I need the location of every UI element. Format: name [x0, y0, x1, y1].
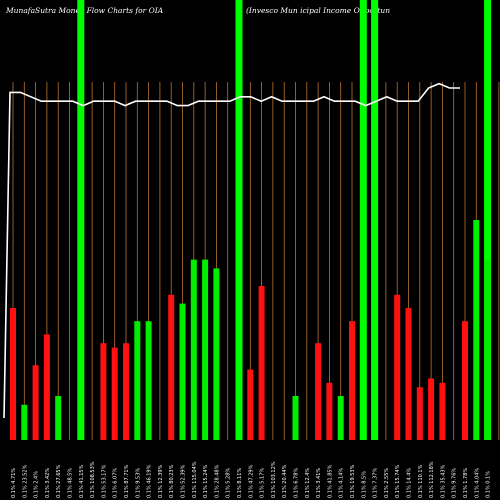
- x-tick-label: 0.1% 35.43%: [440, 464, 446, 498]
- money-flow-bar: [462, 321, 468, 440]
- money-flow-bar: [55, 396, 62, 440]
- money-flow-bar: [292, 396, 299, 440]
- money-flow-bar: [213, 268, 220, 440]
- x-tick-label: 0.1% 53.17%: [101, 464, 107, 498]
- money-flow-bar: [145, 321, 152, 440]
- money-flow-bar: [134, 321, 141, 440]
- x-tick-label: 0.1% 46.19%: [147, 464, 153, 498]
- money-flow-bar: [337, 396, 344, 440]
- x-tick-label: 0.1% 28.48%: [214, 464, 220, 498]
- x-tick-label: 0.1% 110.1%: [418, 464, 424, 498]
- x-tick-label: 0.1% 4.14%: [339, 468, 345, 498]
- money-flow-bar: [439, 382, 446, 440]
- x-tick-label: 0.1% 4.71%: [11, 468, 17, 498]
- highlight-column: [371, 0, 379, 440]
- x-tick-label: 0.1% 48.5%: [68, 468, 74, 498]
- money-flow-bar: [43, 334, 50, 440]
- x-tick-label: 0.1% 41.15%: [79, 464, 85, 498]
- x-tick-label: 0.1% 15.74%: [395, 464, 401, 498]
- x-tick-label: 0.1% 7.37%: [373, 468, 379, 498]
- money-flow-bar: [258, 286, 265, 440]
- money-flow-bar: [32, 365, 39, 440]
- x-tick-label: 0.1% 14.4%: [407, 468, 413, 498]
- money-flow-bar: [247, 369, 254, 440]
- x-tick-label: 0.1% 5.28%: [226, 468, 232, 498]
- x-tick-label: 0.1% 87.71%: [124, 464, 130, 498]
- money-flow-bar: [484, 259, 491, 440]
- chart-title: MunafaSutra Money Flow Charts for OIA: [6, 6, 164, 15]
- highlight-column: [484, 0, 492, 440]
- grid-lines: [12, 0, 500, 440]
- x-tick-label: 0.1% 1.78%: [463, 468, 469, 498]
- money-flow-bar: [405, 308, 412, 440]
- money-flow-bar: [100, 343, 107, 440]
- x-tick-label: 0.1% 2.4%: [34, 471, 40, 498]
- x-tick-label: 0.1% 12.4%: [305, 468, 311, 498]
- money-flow-bar: [473, 220, 480, 440]
- x-tick-label: 0.1% 23.52%: [22, 464, 28, 498]
- x-tick-label: 0.1% 9.53%: [135, 468, 141, 498]
- x-tick-label: 0.1% 80.23%: [169, 464, 175, 498]
- money-flow-bar: [428, 378, 435, 440]
- x-tick-label: 0.1% 8.11%: [237, 468, 243, 498]
- money-flow-bar: [394, 294, 401, 440]
- money-flow-bar: [190, 259, 197, 440]
- x-tick-label: 0.1% 103.12%: [271, 461, 277, 498]
- x-tick-label: 0.1% 19.53%: [350, 464, 356, 498]
- bar-series: [10, 220, 491, 440]
- x-tick-label: 0.1% 4.04%: [474, 468, 480, 498]
- x-tick-label: 0.1% 52.39%: [181, 464, 187, 498]
- price-line: [3, 82, 460, 419]
- line-series: [3, 82, 460, 419]
- x-tick-label: 0.1% 5.17%: [260, 468, 266, 498]
- x-tick-label: 0.1% 3.42%: [45, 468, 51, 498]
- money-flow-bar: [315, 343, 322, 440]
- x-tick-label: 0.1% 108.53%: [90, 461, 96, 498]
- money-flow-bar: [326, 382, 333, 440]
- x-tick-label: 0.1% 0.1%: [486, 471, 492, 498]
- x-tick-label: 0.1% 112.18%: [429, 461, 435, 498]
- money-flow-bar: [10, 308, 16, 440]
- x-tick-label: 0.1% 15.24%: [203, 464, 209, 498]
- money-flow-bar: [202, 259, 209, 440]
- highlight-column: [359, 0, 367, 440]
- x-tick-label: 0.1% 3.41%: [316, 468, 322, 498]
- x-tick-label: 0.1% 47.29%: [248, 464, 254, 498]
- money-flow-bar: [21, 404, 28, 440]
- x-tick-label: 0.1% 27.65%: [56, 464, 62, 498]
- x-tick-label: 0.1% 41.85%: [327, 464, 333, 498]
- x-tick-label: 0.1% 2.55%: [384, 468, 390, 498]
- x-tick-label: 0.1% 115.04%: [192, 461, 198, 498]
- x-tick-label: 0.1% 9.76%: [452, 468, 458, 498]
- x-tick-label: 0.1% 20.44%: [282, 464, 288, 498]
- highlight-column: [235, 0, 243, 440]
- money-flow-bar: [349, 321, 355, 440]
- x-tick-label: 0.1% 8.5%: [361, 471, 367, 498]
- money-flow-bar: [168, 294, 175, 440]
- money-flow-bar: [123, 343, 129, 440]
- x-tick-label: 0.1% 6.07%: [113, 468, 119, 498]
- money-flow-bar: [111, 347, 118, 440]
- x-tick-labels: 0.1% 4.71% 0.1% 23.52% 0.1% 2.4% 0.1% 3.42%…: [11, 461, 492, 498]
- money-flow-bar: [416, 387, 423, 440]
- x-tick-label: 0.1% 6.78%: [294, 468, 300, 498]
- x-tick-label: 0.1% 12.39%: [158, 464, 164, 498]
- chart-subtitle: (Invesco Mun icipal Income Opportun: [246, 6, 391, 15]
- highlight-column: [77, 0, 85, 440]
- money-flow-bar: [179, 303, 186, 440]
